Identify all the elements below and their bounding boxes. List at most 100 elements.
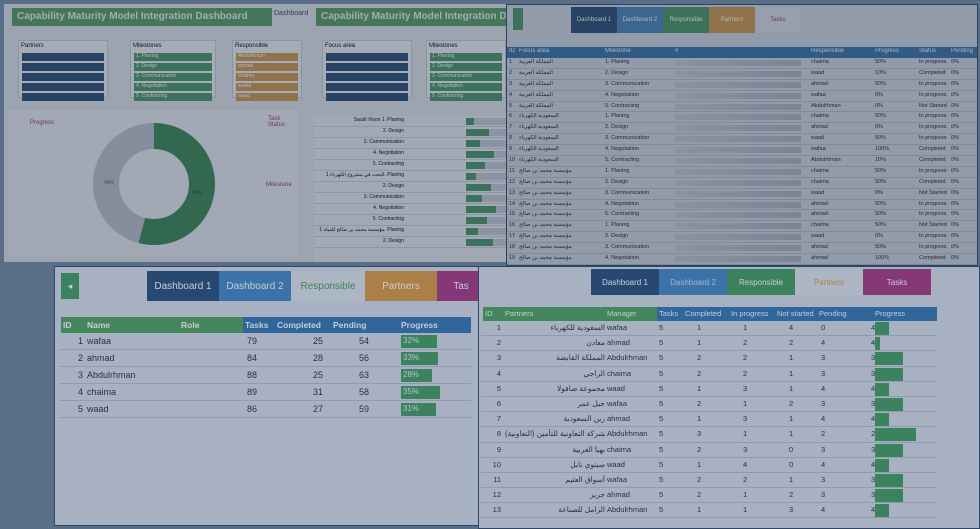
milestone-slicer-item[interactable]: 2. Design: [134, 63, 212, 71]
responsible-slicer-item[interactable]: waad: [236, 93, 298, 101]
table-row[interactable]: 6 جبل عمر wafaa 5 2 1 2 3 3: [481, 397, 937, 413]
table-row[interactable]: 15 مؤسسة محمد بن صالح 5. Contracting ahmad 5…: [507, 210, 977, 222]
responsible-slicer-item[interactable]: Abdulrhman: [236, 53, 298, 61]
tab-partners[interactable]: Partners: [795, 269, 863, 295]
table-row[interactable]: 5 المملكة العربية 5. Contracting Abdulrhman…: [507, 102, 977, 113]
milestone-slicer-item[interactable]: 4. Negotiation: [134, 83, 212, 91]
focus-area-slicer-item[interactable]: [326, 53, 408, 61]
table-row[interactable]: 1 المملكة العربية 1. Planing chaima 50% In pr…: [507, 58, 977, 69]
milestone-side-bar: [466, 228, 506, 235]
responsible-header-cell: Tasks: [243, 317, 275, 333]
table-row[interactable]: 11 مؤسسة محمد بن صالح 1. Planing chaima 50% I…: [507, 167, 977, 178]
table-row[interactable]: 16 مؤسسة محمد بن صالح 1. Planing chaima 50% N…: [507, 221, 977, 233]
tab-dashboard-1[interactable]: Dashboard 1: [147, 271, 219, 301]
tab-dashboard-2[interactable]: Dashboard 2: [617, 7, 663, 33]
tab-responsible[interactable]: Responsible: [291, 271, 365, 301]
table-row[interactable]: 10 السعودية الكهرباء 5. Contracting Abdulrh…: [507, 156, 977, 167]
table-row[interactable]: 1 wafaa 79 25 54 32%: [59, 333, 471, 350]
focus-area-slicer-item[interactable]: [326, 83, 408, 91]
table-row[interactable]: 4 المملكة العربية 4. Negotiation wafaa 0% In …: [507, 91, 977, 102]
table-row[interactable]: 8 الشركة التعاونية للتأمين (التعاونية) Abd…: [481, 427, 937, 443]
table-row[interactable]: 12 جرير ahmad 5 2 1 2 3 3: [481, 488, 937, 504]
milestone-side-row: مؤسسة محمد بن صالح للمياه 1. Planing: [314, 226, 510, 237]
tab-dashboard-2[interactable]: Dashboard 2: [219, 271, 291, 301]
table-row[interactable]: 13 الزامل للصناعة Abdulrhman 5 1 1 3 4 4: [481, 503, 937, 519]
tab-tas[interactable]: Tas: [437, 271, 483, 301]
partner-pending-cell: 3: [821, 490, 826, 500]
tab-tasks[interactable]: Tasks: [863, 269, 931, 295]
table-row[interactable]: 2 ahmad 84 28 56 33%: [59, 350, 471, 367]
table-row[interactable]: 2 معادن ahmad 5 1 2 2 4 4: [481, 336, 937, 352]
milestone-slicer-item[interactable]: 1. Planing: [134, 53, 212, 61]
milestone-slicer-2-item[interactable]: 5. Contracting: [430, 93, 502, 101]
tasks-cell: 1. Planing: [605, 113, 630, 120]
responsible-slicer-item[interactable]: wafaa: [236, 83, 298, 91]
table-row[interactable]: 7 السعودية الكهرباء 2. Design ahmad 0% In pro…: [507, 123, 977, 135]
responsible-slicer-item[interactable]: chaima: [236, 73, 298, 81]
milestone-slicer-2-item[interactable]: 1. Planing: [430, 53, 502, 61]
milestone-slicer-2-item[interactable]: 3. Communication: [430, 73, 502, 81]
milestone-slicer-item[interactable]: 3. Communication: [134, 73, 212, 81]
dashboard-button[interactable]: Dashboard: [274, 10, 309, 17]
focus-area-slicer[interactable]: Focus area: [322, 40, 412, 101]
table-row[interactable]: 1 السعودية للكهرباء wafaa 5 1 1 4 0 4: [481, 321, 937, 337]
partner-slicer-item[interactable]: [22, 93, 104, 101]
focus-area-slicer-item[interactable]: [326, 63, 408, 71]
table-row[interactable]: 4 chaima 89 31 58 35%: [59, 384, 471, 401]
table-row[interactable]: 8 السعودية الكهرباء 3. Communication waad 50…: [507, 134, 977, 146]
table-row[interactable]: 3 المملكة العربية 3. Communication ahmad 50%…: [507, 80, 977, 91]
tab-tasks[interactable]: Tasks: [755, 7, 801, 33]
tab-dashboard-2[interactable]: Dashboard 2: [659, 269, 727, 295]
tab-partners[interactable]: Partners: [365, 271, 437, 301]
partner-tasks-cell: 5: [659, 414, 664, 424]
table-row[interactable]: 9 بهيا العربية chaima 5 2 3 0 3 3: [481, 443, 937, 458]
table-row[interactable]: 9 السعودية الكهرباء 4. Negotiation wafaa 100…: [507, 145, 977, 157]
milestone-slicer-2-item[interactable]: 4. Negotiation: [430, 83, 502, 91]
nav-back-button[interactable]: ◂: [61, 273, 79, 299]
table-row[interactable]: 17 مؤسسة محمد بن صالح 2. Design waad 0% In pr…: [507, 232, 977, 244]
task-description-cell: [675, 245, 801, 252]
table-row[interactable]: 11 أسواق العثيم wafaa 5 2 2 1 3 3: [481, 473, 937, 489]
table-row[interactable]: 14 مؤسسة محمد بن صالح 4. Negotiation ahmad 5…: [507, 200, 977, 211]
table-row[interactable]: 18 مؤسسة محمد بن صالح 3. Communication ahma…: [507, 243, 977, 255]
milestones-slicer-2[interactable]: Milestones 1. Planing 2. Design 3. Communi…: [426, 40, 506, 101]
partner-slicer-item[interactable]: [22, 83, 104, 91]
tab-dashboard-1[interactable]: Dashboard 1: [571, 7, 617, 33]
table-row[interactable]: 13 مؤسسة محمد بن صالح 3. Communication waad…: [507, 189, 977, 200]
table-row[interactable]: 5 waad 86 27 59 31%: [59, 401, 471, 418]
partners-slicer[interactable]: Partners: [18, 40, 108, 101]
responsible-slicer-item[interactable]: ahmad: [236, 63, 298, 71]
responsible-slicer[interactable]: Responsible Abdulrhman ahmad chaima wafaa wa…: [232, 40, 302, 101]
table-row[interactable]: 3 المملكة القابضة Abdulrhman 5 2 2 1 3 3: [481, 351, 937, 367]
partner-name-cell: زين السعودية: [563, 414, 605, 424]
table-row[interactable]: 2 المملكة العربية 2. Design waad 10% Complete…: [507, 69, 977, 80]
table-row[interactable]: 19 مؤسسة محمد بن صالح 4. Negotiation ahmad 1…: [507, 254, 977, 265]
focus-area-slicer-item[interactable]: [326, 93, 408, 101]
focus-area-slicer-item[interactable]: [326, 73, 408, 81]
table-row[interactable]: 10 سيتوي نابل waad 5 1 4 0 4 4: [481, 458, 937, 473]
nav-back-button[interactable]: [513, 8, 523, 30]
tab-responsible[interactable]: Responsible: [727, 269, 795, 295]
tasks-cell: 50%: [875, 135, 887, 142]
task-description-cell: [675, 114, 801, 121]
milestone-slicer-item[interactable]: 5. Contracting: [134, 93, 212, 101]
table-row[interactable]: 5 مجموعة صافولا waad 5 1 3 1 4 4: [481, 382, 937, 397]
milestones-slicer[interactable]: Milestones 1. Planing 2. Design 3. Communi…: [130, 40, 216, 101]
table-row[interactable]: 7 زين السعودية ahmad 5 1 3 1 4 4: [481, 412, 937, 428]
tab-responsible[interactable]: Responsible: [663, 7, 709, 33]
partner-slicer-item[interactable]: [22, 53, 104, 61]
table-row[interactable]: 4 الراجي chaima 5 2 2 1 3 3: [481, 367, 937, 382]
tab-dashboard-1[interactable]: Dashboard 1: [591, 269, 659, 295]
table-row[interactable]: 6 السعودية الكهرباء 1. Planing chaima 50% In …: [507, 112, 977, 124]
tab-partners[interactable]: Partners: [709, 7, 755, 33]
partner-slicer-item[interactable]: [22, 73, 104, 81]
tasks-cell: 3. Communication: [605, 135, 650, 142]
table-row[interactable]: 3 Abdulrhman 88 25 63 28%: [59, 367, 471, 384]
partner-slicer-item[interactable]: [22, 63, 104, 71]
tasks-cell: 0%: [951, 59, 959, 65]
tasks-cell: 50%: [875, 80, 887, 87]
tasks-cell: 1. Planing: [605, 222, 630, 229]
table-row[interactable]: 12 مؤسسة محمد بن صالح 2. Design chaima 50% Co…: [507, 178, 977, 189]
milestone-slicer-2-item[interactable]: 2. Design: [430, 63, 502, 71]
partner-manager-cell: wafaa: [607, 323, 628, 332]
